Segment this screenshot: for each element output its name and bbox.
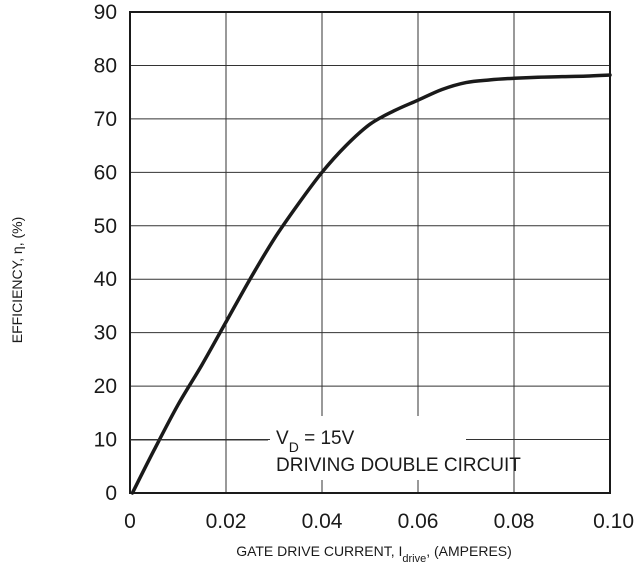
annotation-backdrop <box>270 416 466 480</box>
y-tick-label: 40 <box>94 268 117 291</box>
x-tick-labels: 0 0.02 0.04 0.06 0.08 0.10 <box>124 510 634 533</box>
y-tick-label: 10 <box>94 429 117 452</box>
x-tick-label: 0.02 <box>206 510 247 533</box>
x-tick-label: 0.08 <box>494 510 535 533</box>
annotation-vd-label: VD = 15V <box>276 428 355 455</box>
x-tick-label: 0.04 <box>302 510 343 533</box>
x-axis-label: GATE DRIVE CURRENT, Idrive, (AMPERES) <box>236 543 512 565</box>
y-tick-label: 0 <box>105 482 117 505</box>
y-tick-label: 60 <box>94 161 117 184</box>
y-axis-label: EFFICIENCY, η, (%) <box>9 217 25 344</box>
y-tick-label: 20 <box>94 375 117 398</box>
plot-frame <box>129 11 611 494</box>
y-tick-labels: 0 10 20 30 40 50 60 70 80 90 <box>94 1 117 505</box>
annotation-circuit-label: DRIVING DOUBLE CIRCUIT <box>276 455 521 476</box>
efficiency-curve <box>130 73 612 495</box>
y-tick-label: 70 <box>94 108 117 131</box>
y-tick-label: 90 <box>94 1 117 24</box>
y-tick-label: 80 <box>94 54 117 77</box>
x-tick-label: 0 <box>124 510 136 533</box>
y-tick-label: 50 <box>94 215 117 238</box>
x-tick-label: 0.06 <box>398 510 439 533</box>
y-tick-label: 30 <box>94 322 117 345</box>
x-tick-label: 0.10 <box>593 510 634 533</box>
